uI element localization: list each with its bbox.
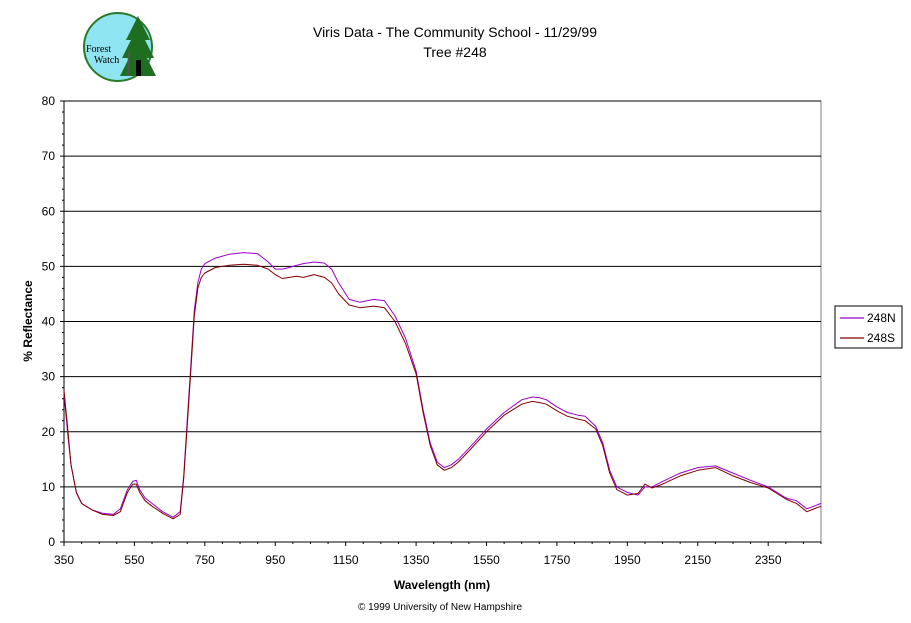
chart-subtitle: Tree #248 (423, 44, 487, 60)
y-tick-label: 20 (42, 425, 56, 439)
y-axis-label: % Reflectance (21, 280, 35, 362)
y-tick-label: 40 (42, 315, 56, 329)
y-tick-label: 80 (42, 94, 56, 108)
x-tick-label: 2150 (684, 553, 711, 567)
x-tick-label: 1350 (403, 553, 430, 567)
x-tick-label: 750 (195, 553, 215, 567)
logo-text-watch: Watch (94, 55, 119, 66)
chart-title: Viris Data - The Community School - 11/2… (313, 24, 597, 40)
copyright-footer: © 1999 University of New Hampshire (358, 602, 523, 613)
y-tick-label: 50 (42, 259, 56, 273)
logo-text-forest: Forest (86, 44, 111, 55)
x-tick-label: 1750 (544, 553, 571, 567)
forest-watch-logo: Forest Watch (83, 12, 156, 82)
x-tick-label: 1550 (473, 553, 500, 567)
x-tick-label: 1950 (614, 553, 641, 567)
y-tick-label: 70 (42, 149, 56, 163)
x-axis-label: Wavelength (nm) (394, 578, 490, 592)
y-tick-label: 30 (42, 370, 56, 384)
x-tick-label: 350 (54, 553, 74, 567)
x-tick-label: 1150 (333, 553, 359, 567)
x-tick-label: 950 (265, 553, 285, 567)
y-tick-label: 60 (42, 204, 56, 218)
x-tick-label: 550 (124, 553, 144, 567)
legend-box (834, 305, 903, 349)
series-lines (63, 252, 822, 520)
series-line-248S (63, 263, 822, 520)
x-tick-label: 2350 (755, 553, 782, 567)
series-line-248N (63, 252, 822, 518)
tree-icon (120, 16, 156, 77)
y-tick-label: 10 (42, 480, 56, 494)
x-axis: 350 550 750 950 1150 1350 1550 1750 1950 2150 2350 (54, 541, 822, 567)
legend-label-248S: 248S (867, 331, 895, 345)
y-tick-label: 0 (48, 535, 55, 549)
gridlines (64, 100, 821, 488)
y-axis: 0 10 20 30 40 50 60 70 80 (42, 94, 65, 549)
legend-label-248N: 248N (867, 311, 896, 325)
legend: 248N 248S (834, 305, 903, 349)
